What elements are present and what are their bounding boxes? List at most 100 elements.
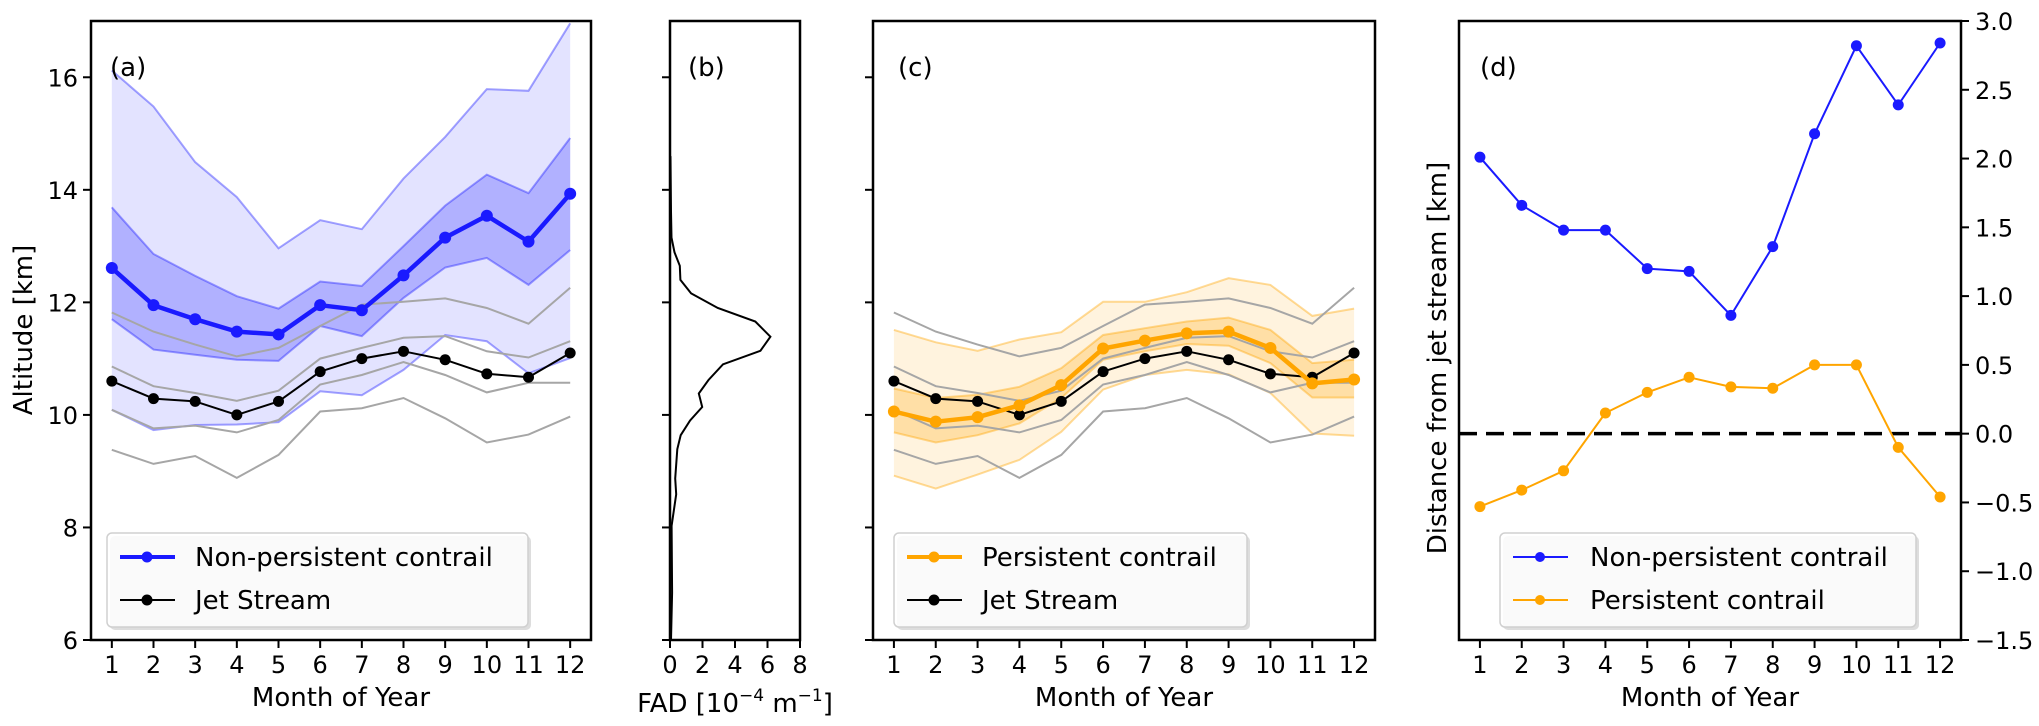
jet-stream-point [1013,409,1025,421]
y-tick-label: 10 [47,402,78,430]
non-persistent-point [522,235,535,248]
inner-band-lower-edge [893,342,1355,444]
y-axis-label-a: Altitude [km] [9,245,39,416]
persistent-point [1474,501,1486,513]
inner-band-upper-edge [893,316,1355,400]
non-persistent-point [1934,37,1946,49]
x-tick-label: 7 [1137,651,1152,679]
persistent-point [1809,359,1821,371]
legend-d-box [1499,532,1917,628]
x-tick-label: 12 [555,651,586,679]
inner-band-lower-edge [111,249,571,362]
non-persistent-point [1850,40,1862,52]
persistent-line [1479,363,1941,508]
jet-stream-bound-line [111,335,571,402]
non-persistent-point [397,269,410,282]
persistent-point [1683,371,1695,383]
non-persistent-point [355,304,368,317]
x-axis-label-b: FAD [10−4 m−1] [637,686,833,719]
persistent-point [1558,465,1570,477]
jet-stream-point [888,375,900,387]
persistent-point [1306,377,1319,390]
non-persistent-point [1641,263,1653,275]
jet-stream-point [1139,353,1151,365]
jet-stream-point [231,409,243,421]
x-tick-label: 12 [1339,651,1370,679]
x-tick-label: 5 [1054,651,1069,679]
legend-c-jet-marker [928,594,940,606]
y-tick-label: 16 [47,64,78,92]
jet-stream-point [1181,345,1193,357]
non-persistent-point [564,187,577,200]
x-tick-label: 1 [104,651,119,679]
persistent-point [1725,381,1737,393]
x-tick-label: 5 [1640,651,1655,679]
jet-stream-point [564,347,576,359]
y-tick-label: 14 [47,177,78,205]
y-tick-label: 1.0 [1975,283,2013,311]
x-tick-label: 12 [1925,651,1956,679]
x-tick-label: 10 [472,651,503,679]
jet-stream-point [106,375,118,387]
y-tick-label: 0.5 [1975,352,2013,380]
jet-stream-point [398,345,409,357]
inner-band-upper-edge [111,137,571,310]
panel-0-frame [89,19,593,642]
non-persistent-point [105,262,118,275]
non-persistent-point [1516,199,1528,211]
jet-stream-point [930,393,942,405]
x-tick-label: 2 [695,651,710,679]
y-tick-label: −1.0 [1975,558,2033,586]
x-axis-label-c: Month of Year [1035,683,1213,713]
x-tick-label: 9 [438,651,453,679]
non-persistent-point [1725,309,1737,321]
legend-a: Non-persistent contrail Jet Stream [106,532,531,630]
x-tick-label: 6 [313,651,328,679]
x-tick-label: 6 [1095,651,1110,679]
jet-stream-point [189,395,201,407]
non-persistent-line [110,192,572,337]
jet-stream-point [1055,395,1067,407]
x-axis-label-d: Month of Year [1621,683,1799,713]
outer-band-upper-edge [111,22,572,250]
y-tick-label: −0.5 [1975,489,2033,517]
panel-2-frame [871,19,1377,642]
x-tick-label: 7 [1723,651,1738,679]
non-persistent-point [1892,99,1904,111]
non-persistent-line [1479,42,1941,317]
non-persistent-point [230,325,243,338]
x-axis-label-a: Month of Year [252,683,430,713]
panel-label-d: (d) [1480,53,1517,83]
legend-a-non-persistent-label: Non-persistent contrail [195,543,493,573]
y-tick-label: 2.5 [1975,77,2013,105]
x-tick-label: 11 [1883,651,1914,679]
panel-label-b: (b) [688,53,725,83]
legend-c-box [893,532,1248,628]
persistent-point [1767,382,1779,394]
outer-band-upper-edge [893,277,1355,352]
jet-stream-point [523,371,534,383]
x-tick-label: 8 [792,651,807,679]
legend-d-non-persistent-marker [1535,552,1545,562]
jet-stream-point [1223,354,1235,366]
persistent-point [887,405,900,418]
jet-stream-point [1264,368,1276,380]
x-tick-label: 2 [146,651,161,679]
x-axis-label-b-main: FAD [10 [637,689,739,719]
jet-stream-point [273,395,284,407]
non-persistent-point [1683,265,1695,277]
y-tick-label: 1.5 [1975,214,2013,242]
x-tick-label: 10 [1841,651,1872,679]
legend-d-persistent-label: Persistent contrail [1590,586,1825,616]
jet-stream-point [972,395,984,407]
y-tick-label: 2.0 [1975,146,2013,174]
x-tick-label: 11 [513,651,544,679]
x-tick-label: 1 [1472,651,1487,679]
jet-stream-line [111,350,571,416]
jet-stream-point [481,368,493,380]
x-axis-label-b-end: ] [823,689,833,719]
jet-stream-point [314,366,326,378]
x-tick-label: 4 [1012,651,1027,679]
y-tick-label: 12 [47,289,78,317]
